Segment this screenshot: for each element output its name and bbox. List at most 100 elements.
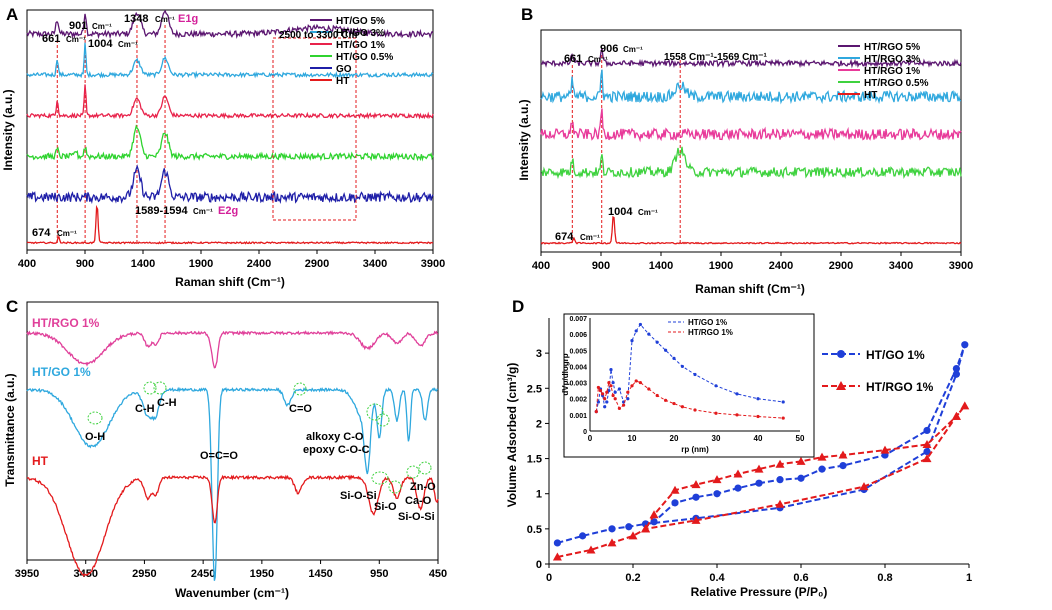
x-tick-label: 400 bbox=[18, 258, 36, 270]
inset-x-tick: 20 bbox=[670, 434, 679, 443]
panel-b-ann-674-unit: Cm⁻¹ bbox=[580, 233, 600, 242]
data-point bbox=[923, 447, 931, 456]
series-line-2 bbox=[540, 108, 962, 143]
panel-b-ann-1004-unit: Cm⁻¹ bbox=[638, 208, 658, 217]
data-point bbox=[796, 456, 806, 465]
panel-a-ann-1589-unit: Cm⁻¹ bbox=[193, 207, 213, 216]
panel-b-ann-661-unit: Cm⁻¹ bbox=[588, 55, 608, 64]
panel-d-axes: 0 0.2 0.4 0.6 0.8 100.511.522.53 bbox=[527, 318, 972, 584]
inset-point bbox=[781, 400, 785, 404]
data-point bbox=[579, 532, 587, 540]
inset-ylabel: dVp/dlogrp bbox=[561, 353, 570, 395]
panel-a-ann-1348-unit: Cm⁻¹ bbox=[155, 15, 175, 24]
data-point bbox=[951, 411, 961, 420]
panel-c-label: C bbox=[6, 297, 18, 316]
legend-marker bbox=[837, 350, 845, 358]
panel-a-region-box bbox=[272, 37, 357, 221]
inset-point bbox=[781, 416, 785, 420]
panel-b-ann-674: 674 bbox=[555, 231, 574, 243]
panel-d-legend: HT/GO 1% HT/RGO 1% bbox=[822, 348, 934, 394]
panel-a-ann-674-unit: Cm⁻¹ bbox=[57, 229, 77, 238]
data-point bbox=[754, 464, 764, 473]
data-point bbox=[608, 525, 616, 533]
inset-point bbox=[647, 332, 651, 336]
y-tick-label: 2 bbox=[536, 418, 542, 430]
panel-a-xlabel: Raman shift (Cm⁻¹) bbox=[175, 275, 285, 289]
inset-point bbox=[630, 384, 634, 388]
panel-a-ann-e2g: E2g bbox=[218, 205, 238, 217]
inset-point bbox=[596, 385, 601, 390]
inset-point bbox=[626, 390, 630, 394]
panel-b-ann-906-unit: Cm⁻¹ bbox=[623, 45, 643, 54]
panel-d-label: D bbox=[512, 297, 524, 316]
data-point bbox=[922, 454, 932, 463]
x-tick-label: 400 bbox=[532, 260, 550, 272]
x-tick-label: 3900 bbox=[949, 260, 973, 272]
inset-xlabel: rp (nm) bbox=[681, 445, 709, 454]
x-tick-label: 2900 bbox=[829, 260, 853, 272]
data-point bbox=[817, 452, 827, 461]
series-line-3 bbox=[540, 146, 962, 180]
x-tick-label: 1900 bbox=[709, 260, 733, 272]
panel-c-ann-ch2: C-H bbox=[157, 397, 177, 409]
x-tick-label: 1400 bbox=[649, 260, 673, 272]
inset-point bbox=[634, 329, 638, 333]
panel-b-xlabel: Raman shift (Cm⁻¹) bbox=[695, 282, 805, 296]
panel-b-label: B bbox=[521, 5, 533, 24]
panel-d-series bbox=[552, 341, 970, 561]
y-tick-label: 2.5 bbox=[527, 383, 542, 395]
x-tick-label: 0 bbox=[546, 572, 552, 584]
y-tick-label: 0.5 bbox=[527, 524, 542, 536]
inset-point bbox=[693, 408, 697, 412]
x-tick-label: 2900 bbox=[305, 258, 329, 270]
ftir-line-0 bbox=[26, 329, 439, 369]
inset-point bbox=[611, 380, 615, 385]
panel-c: C Transmittance (a.u.) Wavenumber (cm⁻¹)… bbox=[3, 297, 447, 600]
data-point bbox=[839, 462, 847, 470]
panel-b-ticks: 400 900 1400 1900 2400 2900 3400 3900 bbox=[532, 252, 973, 272]
data-point bbox=[733, 469, 743, 478]
panel-a-ann-901: 901 bbox=[69, 20, 87, 32]
data-point bbox=[713, 490, 721, 498]
inset-point bbox=[603, 397, 607, 401]
inset-point bbox=[634, 379, 638, 383]
inset-point bbox=[693, 372, 697, 377]
series-line-0 bbox=[540, 48, 962, 69]
data-point bbox=[552, 552, 562, 561]
inset-point bbox=[630, 339, 634, 343]
inset-legend-label: HT/GO 1% bbox=[688, 318, 727, 327]
legend-label: HT/GO 3% bbox=[336, 28, 385, 39]
inset-point bbox=[655, 393, 659, 398]
panel-c-ann-cao: Ca-O bbox=[405, 495, 432, 507]
panel-c-ticks: 3950 3450 2950 2450 1950 1450 950 450 bbox=[15, 560, 447, 580]
panel-b: B Intensity (a.u.) Raman shift (Cm⁻¹) 40… bbox=[517, 5, 973, 296]
data-point bbox=[553, 539, 562, 547]
inset-x-tick: 10 bbox=[628, 434, 637, 443]
series-line-0 bbox=[26, 9, 434, 40]
series-line-1 bbox=[540, 69, 961, 105]
x-tick-label: 2400 bbox=[247, 258, 271, 270]
panel-a-ann-1348: 1348 bbox=[124, 13, 148, 25]
panel-d: D 0 0.2 0.4 0.6 0.8 100.511.522.53 Volume Ads… bbox=[505, 297, 972, 599]
x-tick-label: 0.4 bbox=[709, 572, 725, 584]
x-tick-label: 2450 bbox=[191, 568, 215, 580]
data-point bbox=[671, 499, 679, 507]
legend-label: GO bbox=[336, 64, 352, 75]
band-marker-sioSi2 bbox=[406, 465, 420, 479]
y-tick-label: 0 bbox=[536, 559, 542, 571]
legend-label: HT bbox=[864, 90, 877, 101]
panel-b-legend: HT/RGO 5%HT/RGO 3%HT/RGO 1%HT/RGO 0.5%HT bbox=[838, 42, 929, 101]
data-point bbox=[859, 482, 869, 491]
x-tick-label: 0.8 bbox=[877, 572, 892, 584]
legend-label: HT bbox=[336, 76, 349, 87]
inset-x-tick: 0 bbox=[588, 434, 593, 443]
data-point bbox=[649, 510, 659, 519]
x-tick-label: 3950 bbox=[15, 568, 39, 580]
data-point bbox=[838, 450, 848, 459]
series-line-3 bbox=[26, 124, 434, 162]
inset-point bbox=[617, 387, 622, 391]
y-tick-label: 1 bbox=[536, 489, 542, 501]
data-point bbox=[952, 370, 961, 378]
